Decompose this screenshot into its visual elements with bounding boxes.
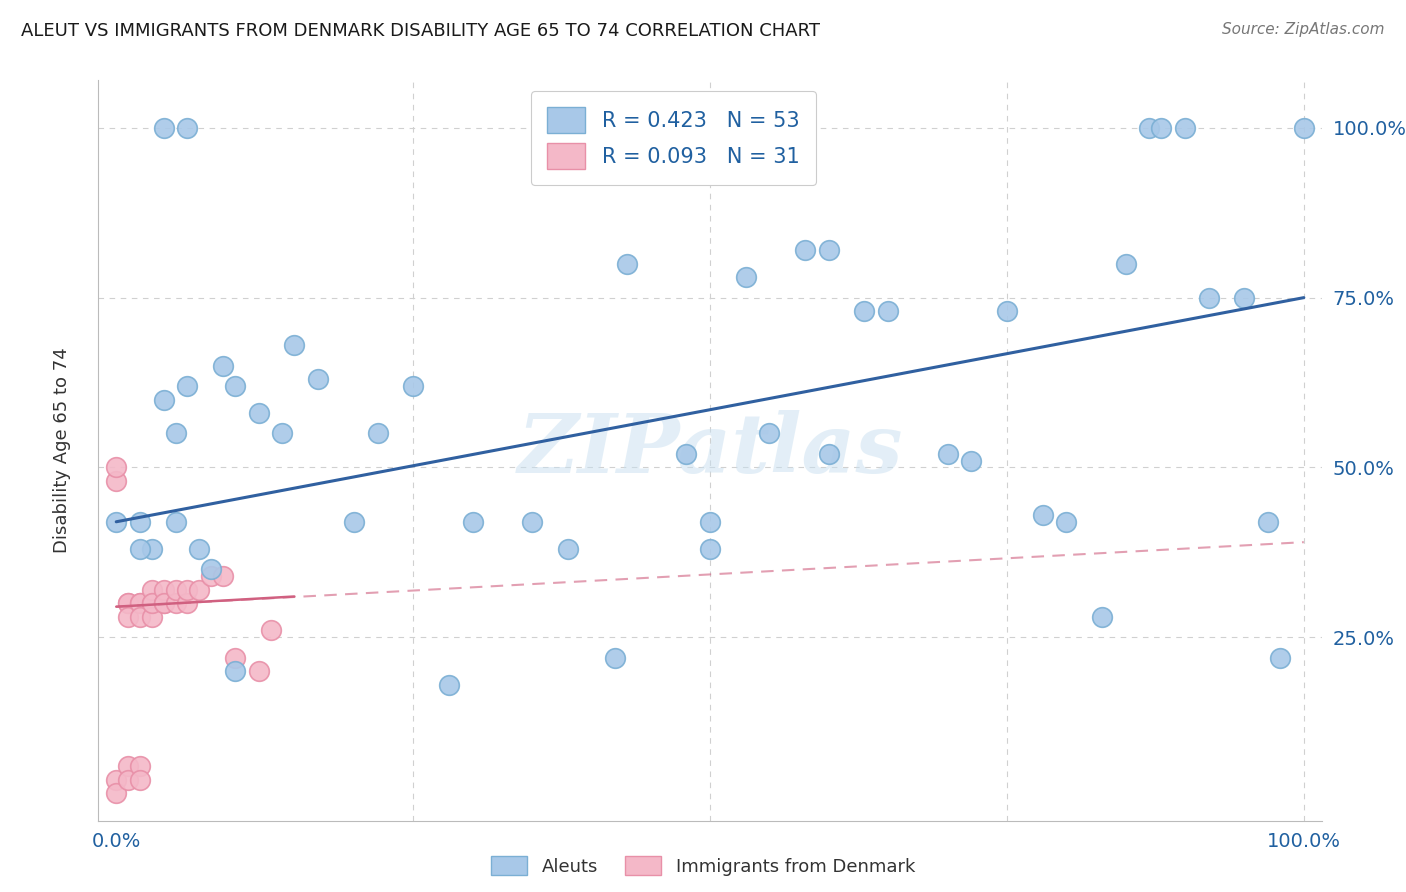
Point — [247, 664, 270, 678]
Text: Source: ZipAtlas.com: Source: ZipAtlas.com — [1222, 22, 1385, 37]
Point — [1150, 120, 1173, 135]
Point — [224, 379, 246, 393]
Point — [817, 447, 839, 461]
Point — [734, 270, 756, 285]
Point — [817, 243, 839, 257]
Point — [176, 379, 198, 393]
Point — [616, 257, 638, 271]
Point — [188, 582, 211, 597]
Point — [212, 359, 235, 373]
Point — [165, 596, 187, 610]
Point — [699, 541, 721, 556]
Point — [105, 474, 128, 488]
Point — [117, 596, 139, 610]
Point — [995, 304, 1018, 318]
Point — [141, 541, 163, 556]
Point — [461, 515, 484, 529]
Legend: R = 0.423   N = 53, R = 0.093   N = 31: R = 0.423 N = 53, R = 0.093 N = 31 — [530, 91, 815, 186]
Y-axis label: Disability Age 65 to 74: Disability Age 65 to 74 — [52, 348, 70, 553]
Point — [307, 372, 329, 386]
Point — [675, 447, 697, 461]
Point — [936, 447, 959, 461]
Point — [603, 650, 626, 665]
Point — [1139, 120, 1161, 135]
Point — [117, 596, 139, 610]
Point — [1032, 508, 1054, 522]
Point — [129, 596, 152, 610]
Point — [165, 426, 187, 441]
Point — [200, 569, 222, 583]
Point — [117, 772, 139, 787]
Point — [247, 406, 270, 420]
Point — [141, 582, 163, 597]
Point — [960, 453, 983, 467]
Point — [1115, 257, 1137, 271]
Point — [758, 426, 780, 441]
Point — [200, 562, 222, 576]
Point — [794, 243, 817, 257]
Point — [1292, 120, 1315, 135]
Text: ZIPatlas: ZIPatlas — [517, 410, 903, 491]
Point — [1257, 515, 1279, 529]
Point — [129, 772, 152, 787]
Point — [176, 582, 198, 597]
Point — [1091, 610, 1114, 624]
Point — [129, 515, 152, 529]
Point — [557, 541, 579, 556]
Point — [152, 596, 174, 610]
Point — [188, 541, 211, 556]
Point — [165, 582, 187, 597]
Point — [520, 515, 543, 529]
Point — [1174, 120, 1197, 135]
Legend: Aleuts, Immigrants from Denmark: Aleuts, Immigrants from Denmark — [484, 849, 922, 883]
Point — [1233, 291, 1256, 305]
Point — [141, 596, 163, 610]
Point — [1198, 291, 1220, 305]
Point — [224, 650, 246, 665]
Point — [129, 596, 152, 610]
Point — [129, 610, 152, 624]
Point — [129, 759, 152, 773]
Text: ALEUT VS IMMIGRANTS FROM DENMARK DISABILITY AGE 65 TO 74 CORRELATION CHART: ALEUT VS IMMIGRANTS FROM DENMARK DISABIL… — [21, 22, 820, 40]
Point — [877, 304, 900, 318]
Point — [224, 664, 246, 678]
Point — [343, 515, 366, 529]
Point — [212, 569, 235, 583]
Point — [283, 338, 305, 352]
Point — [152, 120, 174, 135]
Point — [141, 610, 163, 624]
Point — [176, 596, 198, 610]
Point — [271, 426, 294, 441]
Point — [165, 515, 187, 529]
Point — [117, 759, 139, 773]
Point — [105, 515, 128, 529]
Point — [105, 787, 128, 801]
Point — [117, 610, 139, 624]
Point — [152, 582, 174, 597]
Point — [853, 304, 876, 318]
Point — [699, 515, 721, 529]
Point — [152, 596, 174, 610]
Point — [152, 392, 174, 407]
Point — [176, 120, 198, 135]
Point — [141, 596, 163, 610]
Point — [402, 379, 425, 393]
Point — [1268, 650, 1291, 665]
Point — [1054, 515, 1077, 529]
Point — [105, 460, 128, 475]
Point — [129, 541, 152, 556]
Point — [259, 624, 281, 638]
Point — [105, 772, 128, 787]
Point — [366, 426, 388, 441]
Point — [437, 678, 460, 692]
